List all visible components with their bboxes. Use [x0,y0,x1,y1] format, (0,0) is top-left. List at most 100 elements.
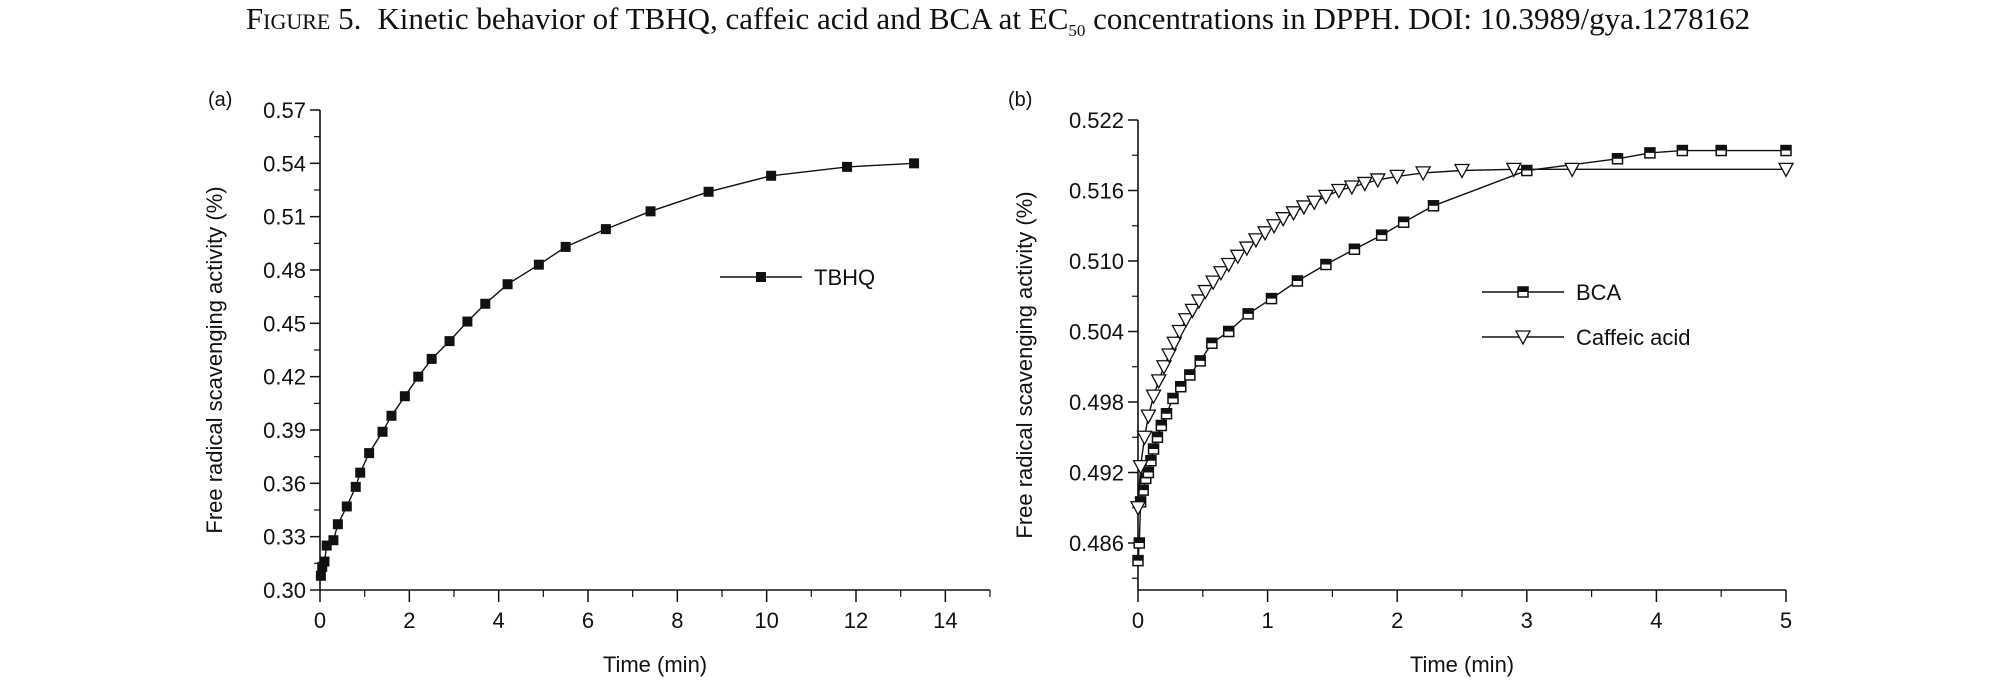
data-point [1129,501,1147,517]
data-point [560,241,571,252]
y-tick-label: 0.504 [1069,320,1124,345]
data-point [1184,369,1196,381]
marker-fill [1716,145,1727,151]
marker-fill [1223,326,1234,332]
marker-fill [1148,444,1159,449]
figure-caption: Figure 5. Kinetic behavior of TBHQ, caffe… [0,0,1996,50]
data-point [1505,162,1522,178]
data-point [1150,374,1167,390]
marker-fill [1134,538,1145,543]
data-point [1155,419,1168,432]
x-tick-label: 5 [1780,608,1792,633]
panel-label: (a) [208,89,232,111]
x-tick-label: 6 [582,608,594,633]
data-point [350,481,361,492]
data-point [1389,169,1406,185]
caption-text: Kinetic behavior of TBHQ, caffeic acid a… [377,1,1069,36]
marker-fill [1266,293,1277,299]
data-point [1242,308,1254,320]
x-tick-label: 0 [314,608,326,633]
data-point [444,336,455,347]
data-point [1147,443,1160,455]
y-tick-label: 0.45 [263,311,306,336]
data-point [1212,266,1230,282]
y-tick-label: 0.498 [1069,390,1124,415]
marker-fill [1398,217,1409,223]
marker-fill [1518,287,1528,292]
data-point [341,501,352,512]
marker-fill [1167,393,1178,399]
data-point [1166,336,1183,352]
chart-panel-a: (a) 0.30 0.33 0.36 0.39 0.42 0.45 0.48 0.51 0.54 0… [202,89,991,677]
data-point [1136,430,1153,446]
data-point [1151,431,1164,443]
data-point [1222,325,1235,338]
marker-fill [1292,275,1303,281]
marker-fill [1243,308,1254,314]
data-point [1145,389,1162,405]
marker-fill [1133,555,1143,561]
data-point [1171,324,1188,340]
data-point [1238,241,1255,257]
data-point [1780,144,1792,157]
series-bca [1132,144,1792,567]
x-tick-label: 14 [933,608,957,633]
data-point [1220,257,1237,273]
x-tick-label: 3 [1521,608,1533,633]
data-point [1330,183,1347,199]
legend-label: TBHQ [814,265,875,290]
marker-fill [1152,432,1163,438]
data-point [1265,219,1283,235]
chart-panel-b: (b) 0.486 0.492 0.498 0.504 0.510 0.516 0.522 0 1… [1008,89,1795,677]
x-axis-label: Time (min) [1410,652,1514,677]
marker-fill [1161,408,1172,414]
y-axis-label: Free radical scavenging activity (%) [202,186,227,533]
data-point [413,371,424,382]
data-point [1160,408,1173,420]
data-point [317,561,328,572]
data-point [315,570,326,581]
data-point [645,206,656,217]
y-axis-label: Free radical scavenging activity (%) [1012,191,1037,538]
marker-fill [1428,200,1439,206]
x-tick-label: 10 [754,608,778,633]
data-point [1184,303,1201,319]
y-tick-label: 0.54 [263,151,306,176]
data-point [321,540,332,551]
marker-fill [1135,496,1146,502]
series-line [320,162,915,576]
data-point [533,259,544,270]
y-tick-label: 0.57 [263,98,306,123]
data-point [1132,459,1149,475]
marker-fill [1612,153,1623,159]
marker-fill [1145,455,1156,461]
legend-label: Caffeic acid [1576,325,1691,350]
x-tick-label: 2 [403,608,415,633]
x-tick-label: 4 [493,608,505,633]
data-point [909,158,920,169]
y-tick-label: 0.42 [263,365,306,390]
marker-fill [1349,244,1360,250]
legend-entry: Caffeic acid [1482,325,1691,350]
data-point [766,170,777,181]
x-axis-label: Time (min) [603,652,707,677]
data-point [1564,162,1581,178]
y-tick-label: 0.48 [263,258,306,283]
marker-fill [1521,165,1532,171]
series-line [1137,149,1786,561]
data-point [1427,200,1440,212]
marker-fill [1175,381,1186,387]
y-tick-label: 0.486 [1069,531,1124,556]
data-point [502,279,513,290]
y-tick-label: 0.492 [1069,461,1124,486]
data-point [1356,176,1373,192]
data-point [1256,226,1274,242]
marker-fill [1781,145,1791,151]
data-point [600,224,611,235]
data-point [1190,294,1208,310]
x-tick-label: 1 [1261,608,1273,633]
data-point [1644,147,1656,159]
data-point [1676,144,1689,157]
marker-fill [1184,369,1195,375]
